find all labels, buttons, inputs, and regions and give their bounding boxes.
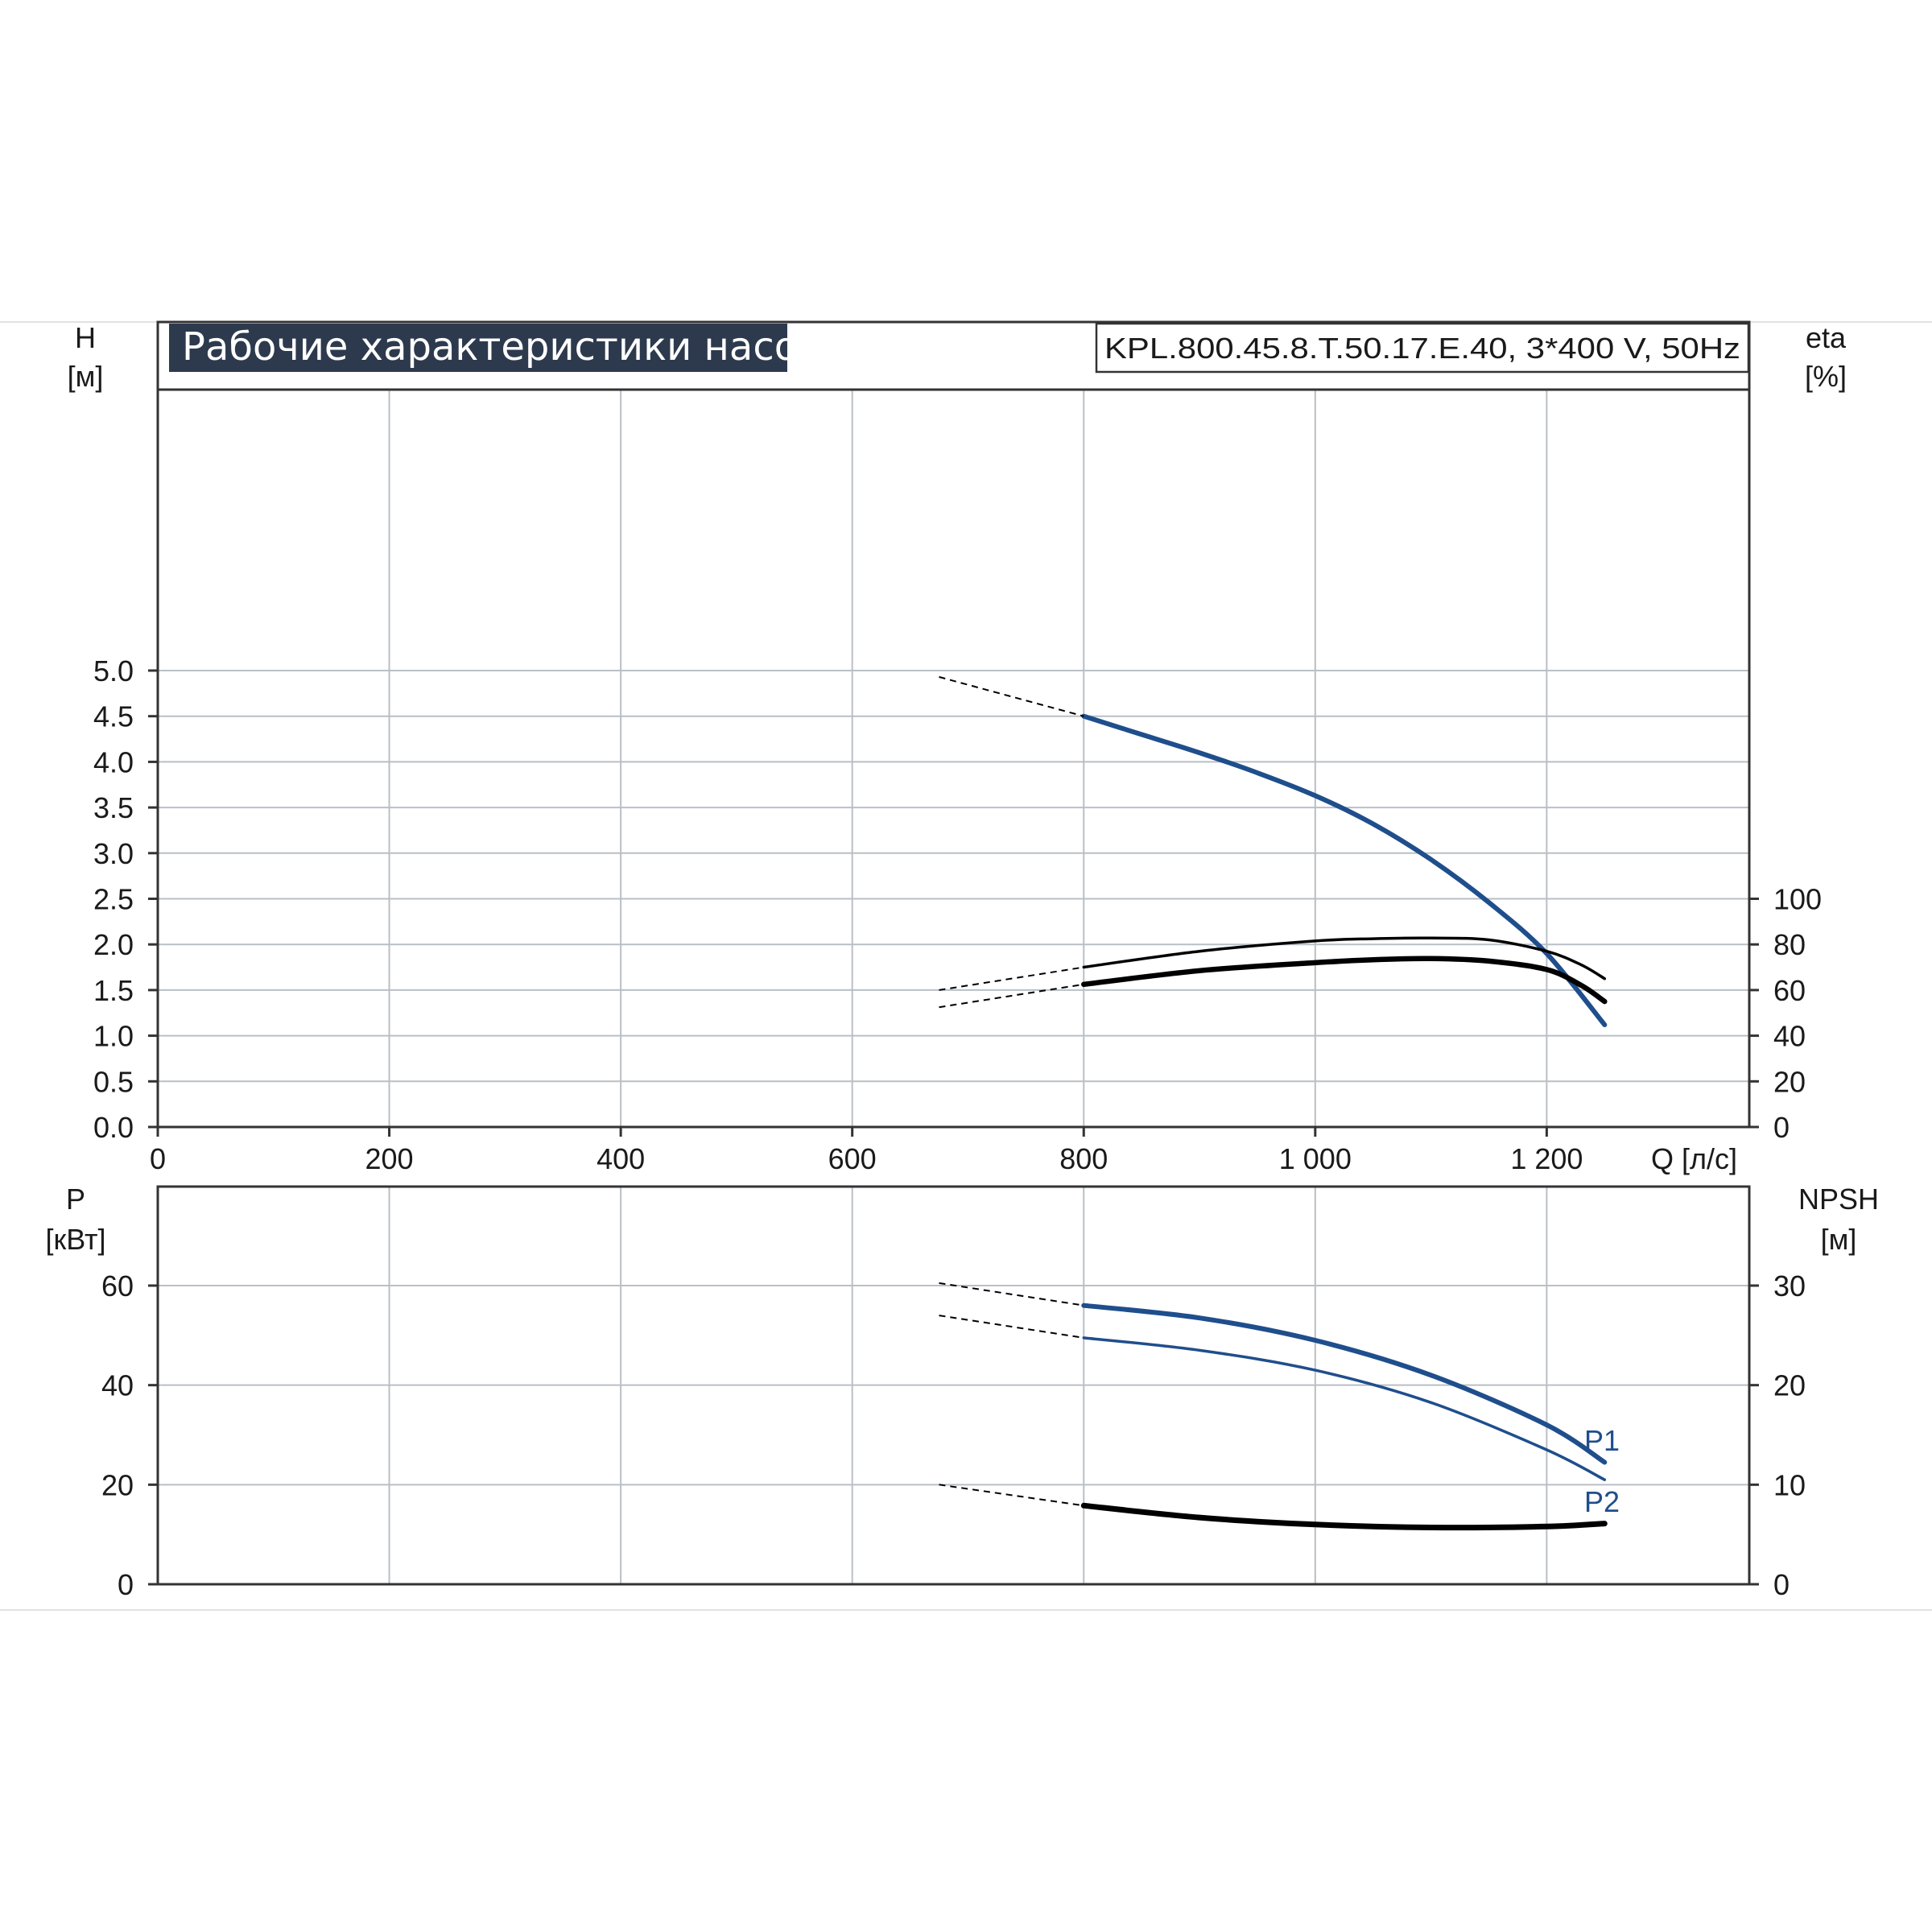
top-panel-grid — [158, 390, 1749, 1127]
npsh-extrapolated-curve — [939, 1484, 1084, 1507]
npsh-tick-label: 20 — [1773, 1369, 1806, 1402]
h-tick-label: 0.0 — [93, 1111, 134, 1144]
efficiency-hydraulic-extrapolated-curve — [939, 966, 1084, 991]
npsh-tick-label: 10 — [1773, 1468, 1806, 1501]
p1-series-label: P1 — [1584, 1424, 1620, 1457]
model-label-box — [1095, 322, 1750, 374]
h-tick-label: 2.0 — [93, 928, 134, 961]
x-tick-label: 1 000 — [1279, 1142, 1352, 1175]
h-tick-label: 5.0 — [93, 654, 134, 687]
x-tick-label: 600 — [828, 1142, 877, 1175]
p-axis-unit: [кВт] — [45, 1223, 105, 1256]
eta-axis-unit: [%] — [1805, 360, 1847, 393]
p-tick-label: 40 — [101, 1369, 134, 1402]
eta-tick-label: 40 — [1773, 1020, 1806, 1053]
h-axis-label: H — [75, 321, 96, 354]
h-tick-label: 4.0 — [93, 745, 134, 778]
npsh-tick-label: 30 — [1773, 1269, 1806, 1302]
npsh-axis-label: NPSH — [1798, 1183, 1879, 1216]
p1-power-extrapolated-curve — [939, 1282, 1084, 1307]
tick-labels: 0 200 400 600 800 1 000 1 2000.00.51.01.52.02.… — [93, 654, 1822, 1601]
head-extrapolated-curve — [939, 675, 1084, 717]
x-tick-label: 0 — [150, 1142, 166, 1175]
h-tick-label: 3.5 — [93, 791, 134, 824]
eta-tick-label: 0 — [1773, 1111, 1790, 1144]
eta-axis-label: eta — [1806, 321, 1847, 354]
p-tick-label: 0 — [118, 1568, 134, 1601]
x-tick-label: 1 200 — [1510, 1142, 1583, 1175]
h-tick-label: 4.5 — [93, 700, 134, 733]
h-tick-label: 2.5 — [93, 883, 134, 916]
p2-series-label: P2 — [1584, 1485, 1620, 1518]
npsh-axis-unit: [м] — [1821, 1223, 1857, 1256]
p2-power-curve — [1082, 1336, 1607, 1481]
h-tick-label: 0.5 — [93, 1065, 134, 1098]
q-axis-label: Q [л/с] — [1651, 1142, 1737, 1175]
h-tick-label: 1.5 — [93, 974, 134, 1007]
h-axis-unit: [м] — [68, 360, 104, 393]
p2-power-extrapolated-curve — [939, 1315, 1084, 1339]
top-panel-curves — [939, 675, 1608, 1027]
chart-title: Рабочие характеристики насоса — [182, 324, 843, 369]
model-label: KPL.800.45.8.T.50.17.E.40, 3*400 V, 50Hz — [1104, 332, 1740, 365]
h-tick-label: 3.0 — [93, 837, 134, 870]
title-box — [169, 324, 787, 372]
efficiency-total-curve — [1081, 956, 1608, 1005]
h-tick-label: 1.0 — [93, 1020, 134, 1053]
top-panel-frame — [156, 320, 1751, 1129]
head-curve — [1081, 713, 1608, 1027]
p-axis-label: P — [66, 1183, 85, 1216]
bottom-panel-curves — [939, 1282, 1608, 1531]
efficiency-total-extrapolated-curve — [939, 983, 1084, 1009]
eta-tick-label: 60 — [1773, 974, 1806, 1007]
eta-tick-label: 20 — [1773, 1065, 1806, 1098]
eta-tick-label: 80 — [1773, 928, 1806, 961]
x-tick-label: 400 — [597, 1142, 645, 1175]
p-tick-label: 60 — [101, 1269, 134, 1302]
bottom-panel-frame — [156, 1185, 1751, 1586]
p1-power-curve — [1081, 1302, 1608, 1465]
efficiency-hydraulic-curve — [1082, 936, 1607, 980]
npsh-curve — [1080, 1502, 1608, 1531]
eta-tick-label: 100 — [1773, 883, 1822, 916]
x-tick-label: 800 — [1059, 1142, 1108, 1175]
npsh-tick-label: 0 — [1773, 1568, 1790, 1601]
p-tick-label: 20 — [101, 1468, 134, 1501]
x-tick-label: 200 — [365, 1142, 414, 1175]
